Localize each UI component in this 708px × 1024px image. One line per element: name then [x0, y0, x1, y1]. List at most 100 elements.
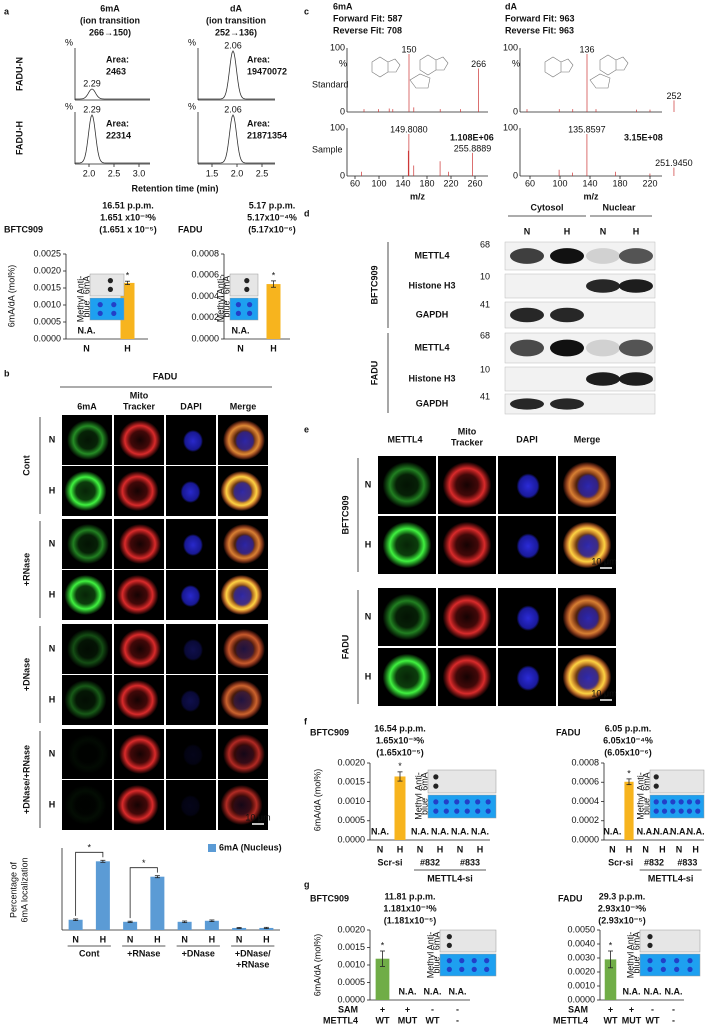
- y-tick-label: 0.0030: [567, 952, 595, 962]
- cell-signal: [119, 420, 161, 460]
- value-label: N.A.: [637, 826, 655, 836]
- annotation: 16.51 p.p.m.: [102, 200, 154, 210]
- condition-label: H: [49, 485, 56, 495]
- inset-label: Methyl: [215, 296, 225, 323]
- cell-signal: [64, 785, 107, 825]
- bar: [204, 920, 219, 930]
- bar: [232, 927, 247, 930]
- cell-signal: [232, 585, 253, 607]
- mw-marker: 10: [480, 271, 490, 281]
- trace: [75, 114, 150, 164]
- y-tick-label: 100: [330, 42, 345, 52]
- y-tick-label: 0.0008: [571, 757, 599, 767]
- blot-dot: [678, 799, 684, 805]
- error-bar: [100, 859, 106, 863]
- x-tick-label: N: [127, 934, 134, 944]
- chart-title: FADU: [558, 893, 583, 903]
- blot-dot: [485, 808, 491, 814]
- significance: *: [272, 270, 276, 280]
- bar: [120, 282, 135, 339]
- panel-letter: c: [304, 6, 309, 16]
- group-label: +RNase: [236, 959, 269, 969]
- group-label: +DNase/: [235, 948, 271, 958]
- row-value: MUT: [398, 1015, 418, 1024]
- value-label: N.A.: [670, 826, 688, 836]
- inset-label: 6mA: [419, 772, 429, 791]
- x-tick-label: N: [83, 343, 90, 353]
- error-bar: [209, 919, 215, 922]
- y-axis-label: Percentage of: [8, 861, 18, 918]
- inset-label: 6mA: [631, 932, 641, 951]
- y-tick-label: 0.0008: [191, 248, 219, 258]
- row-label: SAM: [568, 1004, 588, 1014]
- significance: *: [142, 858, 146, 868]
- annotation: 1.65x10⁻³%: [376, 735, 424, 745]
- row-label: FADU-N: [14, 57, 24, 91]
- percent-label: %: [65, 37, 73, 47]
- area-label: Area:: [247, 54, 270, 64]
- error-bar: [236, 927, 242, 929]
- bar: [266, 284, 281, 339]
- blot-dot: [97, 310, 103, 316]
- x-tick-label: H: [659, 844, 666, 854]
- condition-label: N: [365, 479, 372, 489]
- mw-marker: 10: [480, 364, 490, 374]
- blot-dot: [454, 808, 460, 814]
- cell-signal: [116, 471, 159, 511]
- inset-label: Anti-: [635, 772, 645, 791]
- error-bar: [626, 778, 632, 786]
- peak-label: 2.06: [224, 40, 242, 50]
- cell-signal: [235, 430, 255, 452]
- inset-label: Anti-: [413, 772, 423, 791]
- annotation: 5.17x10⁻⁴%: [247, 212, 297, 222]
- x-tick-label: 60: [525, 178, 535, 188]
- inset-label: Methyl: [75, 296, 85, 323]
- inset-label: Methyl: [625, 952, 635, 979]
- area-label: Area:: [247, 118, 270, 128]
- dot-blot: [649, 794, 705, 819]
- trace: [75, 88, 150, 100]
- chart-title: FADU: [178, 224, 203, 234]
- x-tick-label: N: [417, 844, 424, 854]
- x-tick-label: 2.0: [83, 168, 96, 178]
- blot-dot: [235, 302, 241, 308]
- blot-dot: [475, 808, 481, 814]
- blot-dot: [443, 799, 449, 805]
- row-label: FADU-H: [14, 121, 24, 155]
- x-tick-label: H: [100, 934, 107, 944]
- group-label: #833: [460, 857, 480, 867]
- bar: [177, 921, 192, 930]
- x-tick-label: N: [609, 844, 616, 854]
- inset-label: blue: [631, 956, 641, 973]
- x-axis-label: m/z: [583, 191, 599, 201]
- blot-dot: [674, 966, 680, 973]
- condition-label: N: [365, 611, 372, 621]
- dot-blot: [89, 273, 125, 297]
- blot-dot: [484, 966, 490, 973]
- compound-name: dA: [230, 3, 242, 13]
- chart-title: BFTC909: [310, 893, 349, 903]
- cell-signal: [235, 744, 255, 766]
- x-tick-label: 180: [419, 178, 434, 188]
- x-tick-label: H: [124, 343, 131, 353]
- y-axis-label: 6mA/dA (mol%): [6, 265, 16, 328]
- cell-signal: [64, 575, 107, 615]
- y-tick-label: 0.0004: [191, 291, 219, 301]
- cell-signal: [382, 461, 432, 509]
- blot-dot: [687, 958, 693, 964]
- group-caption: METTL4-si: [648, 873, 694, 883]
- panel-letter: d: [304, 208, 310, 218]
- y-tick-label: 0.0020: [337, 757, 365, 767]
- blot-band: [550, 248, 584, 264]
- x-tick-label: 2.5: [256, 168, 269, 178]
- value-label: N.A.: [232, 325, 250, 335]
- area-value: 2463: [106, 66, 126, 76]
- row-value: -: [672, 1004, 675, 1014]
- cell-signal: [442, 593, 492, 641]
- annotation: 6.05x10⁻⁴%: [603, 735, 653, 745]
- significance: *: [87, 843, 91, 853]
- blot-band: [586, 372, 620, 386]
- significance: *: [609, 940, 613, 950]
- y-tick-label: 0.0000: [337, 834, 365, 844]
- value-label: N.A.: [653, 826, 671, 836]
